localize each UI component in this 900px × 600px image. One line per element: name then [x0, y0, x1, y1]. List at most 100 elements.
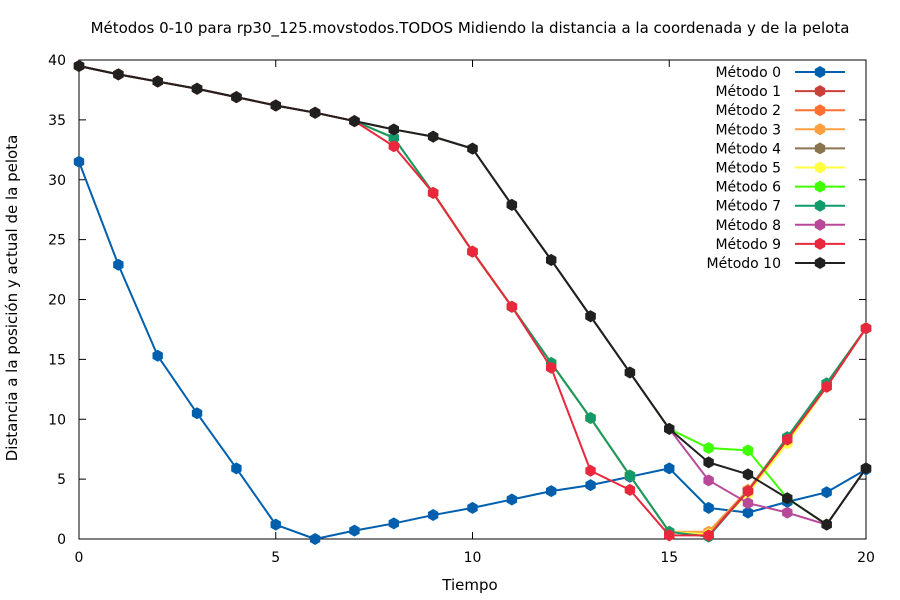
data-point — [782, 492, 793, 505]
data-point — [506, 300, 518, 313]
y-tick-label: 40 — [48, 53, 66, 69]
data-point — [821, 518, 832, 531]
data-point — [270, 518, 281, 531]
legend-label: Método 6 — [715, 180, 781, 196]
data-point — [546, 253, 557, 266]
data-point — [703, 456, 714, 469]
legend-label: Método 0 — [715, 65, 781, 81]
data-point — [388, 123, 399, 136]
legend-marker — [814, 123, 826, 136]
legend-marker — [814, 85, 826, 98]
data-point — [546, 485, 557, 498]
legend-entry: Método 5 — [715, 161, 845, 177]
legend-entry: Método 2 — [715, 103, 845, 119]
data-point — [585, 310, 596, 323]
legend-label: Método 2 — [715, 103, 781, 119]
legend-entry: Método 7 — [715, 199, 845, 215]
legend-label: Método 8 — [715, 218, 781, 234]
x-axis-label: Tiempo — [441, 576, 497, 594]
legend-marker — [814, 257, 826, 269]
data-point — [467, 501, 478, 514]
data-point — [821, 486, 832, 499]
legend-entry: Método 6 — [715, 180, 845, 196]
legend-entry: Método 10 — [707, 256, 845, 272]
y-tick-label: 25 — [48, 233, 66, 249]
legend-label: Método 7 — [715, 199, 781, 215]
chart-title: Métodos 0-10 para rp30_125.movstodos.TOD… — [91, 19, 850, 38]
data-point — [427, 509, 439, 522]
legend-label: Método 1 — [715, 84, 781, 100]
data-point — [664, 529, 675, 542]
data-point — [231, 462, 242, 475]
y-tick-label: 15 — [48, 352, 66, 368]
data-point — [742, 497, 754, 510]
data-point — [73, 59, 85, 72]
legend-entry: Método 1 — [715, 84, 845, 100]
data-point — [388, 140, 399, 153]
y-tick-label: 0 — [57, 532, 66, 548]
x-tick-label: 10 — [464, 550, 482, 566]
data-point — [427, 186, 439, 199]
legend: Método 0 Método 1 Método 2 Método 3 Método 4… — [707, 65, 845, 272]
data-point — [113, 258, 124, 271]
data-point — [73, 155, 85, 168]
data-point — [821, 380, 832, 393]
legend-marker — [814, 66, 826, 78]
legend-marker — [814, 180, 826, 193]
y-tick-label: 30 — [48, 173, 66, 189]
x-tick-label: 15 — [660, 550, 678, 566]
legend-marker — [814, 237, 826, 250]
x-tick-label: 0 — [75, 550, 84, 566]
legend-entry: Método 0 — [715, 65, 845, 81]
data-point — [664, 422, 675, 435]
legend-label: Método 4 — [715, 141, 781, 157]
x-tick-label: 20 — [857, 550, 875, 566]
data-point — [742, 485, 754, 498]
data-point — [703, 474, 714, 487]
data-point — [388, 131, 399, 144]
legend-entry: Método 9 — [715, 237, 845, 253]
y-tick-label: 20 — [48, 293, 66, 309]
data-point — [270, 99, 281, 112]
data-point — [506, 198, 518, 211]
y-axis-label: Distancia a la posición y actual de la p… — [3, 135, 21, 462]
legend-marker — [814, 142, 826, 155]
legend-label: Método 9 — [715, 237, 781, 253]
data-point — [309, 533, 321, 545]
ticks: 0 5 10 15 20 0 5 10 15 20 25 30 35 40 — [48, 53, 875, 566]
data-point — [782, 506, 793, 519]
data-point — [860, 322, 872, 335]
legend-label: Método 10 — [707, 256, 781, 272]
y-tick-label: 5 — [57, 472, 66, 488]
data-point — [231, 91, 242, 104]
y-tick-label: 35 — [48, 113, 66, 129]
data-point — [664, 462, 675, 475]
data-point — [742, 506, 754, 519]
legend-label: Método 5 — [715, 161, 781, 177]
data-point — [152, 75, 163, 88]
data-point — [585, 464, 596, 477]
legend-marker — [814, 218, 826, 231]
data-point — [191, 407, 203, 420]
data-point — [506, 493, 518, 506]
data-point — [782, 433, 793, 446]
data-point — [467, 245, 478, 258]
series-0 — [73, 155, 872, 545]
data-point — [388, 517, 399, 530]
data-point — [703, 529, 714, 542]
legend-label: Método 3 — [715, 122, 781, 138]
data-point — [624, 366, 636, 379]
data-point — [113, 68, 124, 81]
data-point — [349, 524, 360, 537]
data-point — [309, 106, 321, 119]
data-point — [467, 142, 478, 155]
data-point — [585, 479, 596, 492]
data-point — [585, 412, 596, 425]
legend-entry: Método 3 — [715, 122, 845, 138]
data-point — [703, 441, 714, 454]
data-point — [703, 501, 714, 514]
data-point — [546, 361, 557, 374]
data-point — [860, 462, 872, 475]
